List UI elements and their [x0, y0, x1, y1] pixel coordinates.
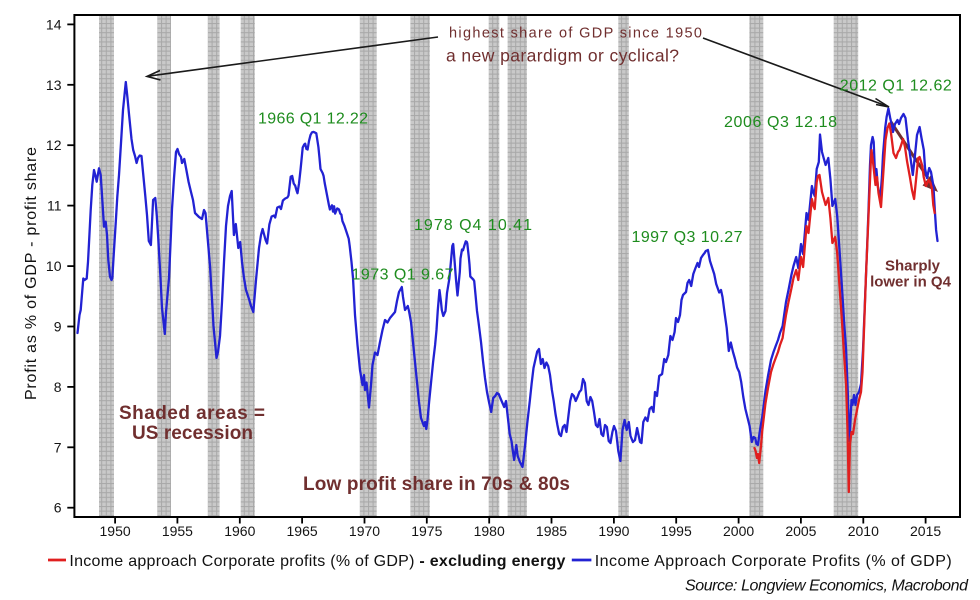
svg-text:Income Approach Corporate Prof: Income Approach Corporate Profits (% of …	[595, 553, 952, 570]
svg-text:lower in Q4: lower in Q4	[870, 274, 952, 291]
svg-text:14: 14	[46, 16, 62, 32]
svg-text:1965: 1965	[287, 523, 318, 539]
svg-text:1970: 1970	[349, 523, 380, 539]
svg-text:8: 8	[54, 379, 62, 395]
svg-text:1960: 1960	[224, 523, 255, 539]
svg-text:1973 Q1 9.67: 1973 Q1 9.67	[352, 267, 454, 284]
svg-text:2000: 2000	[723, 523, 754, 539]
svg-text:2010: 2010	[848, 523, 879, 539]
svg-text:Sharply: Sharply	[885, 258, 941, 275]
svg-text:US recession: US recession	[132, 423, 253, 444]
svg-text:Low profit share in 70s & 80s: Low profit share in 70s & 80s	[303, 474, 570, 495]
svg-text:1997 Q3 10.27: 1997 Q3 10.27	[632, 229, 743, 246]
svg-text:Profit as % of GDP - profit sh: Profit as % of GDP - profit share	[23, 147, 40, 400]
svg-text:10: 10	[46, 258, 62, 274]
svg-text:2005: 2005	[785, 523, 816, 539]
svg-text:1995: 1995	[661, 523, 692, 539]
svg-text:highest share of GDP since 195: highest share of GDP since 1950	[449, 26, 702, 42]
svg-text:Income approach Corporate prof: Income approach Corporate profits (% of …	[69, 553, 565, 570]
svg-text:1985: 1985	[536, 523, 567, 539]
svg-text:2015: 2015	[910, 523, 941, 539]
svg-text:1955: 1955	[162, 523, 193, 539]
svg-text:1980: 1980	[474, 523, 505, 539]
svg-text:1990: 1990	[598, 523, 629, 539]
svg-text:7: 7	[54, 439, 62, 455]
svg-text:a new parardigm or cyclical?: a new parardigm or cyclical?	[446, 46, 679, 66]
svg-text:Shaded areas =: Shaded areas =	[119, 403, 265, 424]
svg-text:1966 Q1 12.22: 1966 Q1 12.22	[258, 110, 368, 127]
svg-text:1975: 1975	[411, 523, 442, 539]
svg-text:Source: Longview Economics, Ma: Source: Longview Economics, Macrobond	[685, 578, 969, 595]
svg-text:12: 12	[46, 137, 62, 153]
svg-text:13: 13	[46, 77, 62, 93]
svg-text:6: 6	[54, 500, 62, 516]
svg-text:11: 11	[47, 198, 62, 214]
svg-text:2006 Q3 12.18: 2006 Q3 12.18	[724, 114, 837, 131]
svg-text:2012 Q1 12.62: 2012 Q1 12.62	[840, 78, 952, 95]
svg-text:1950: 1950	[100, 523, 131, 539]
svg-text:1978 Q4 10.41: 1978 Q4 10.41	[414, 217, 532, 234]
svg-text:9: 9	[54, 319, 62, 335]
